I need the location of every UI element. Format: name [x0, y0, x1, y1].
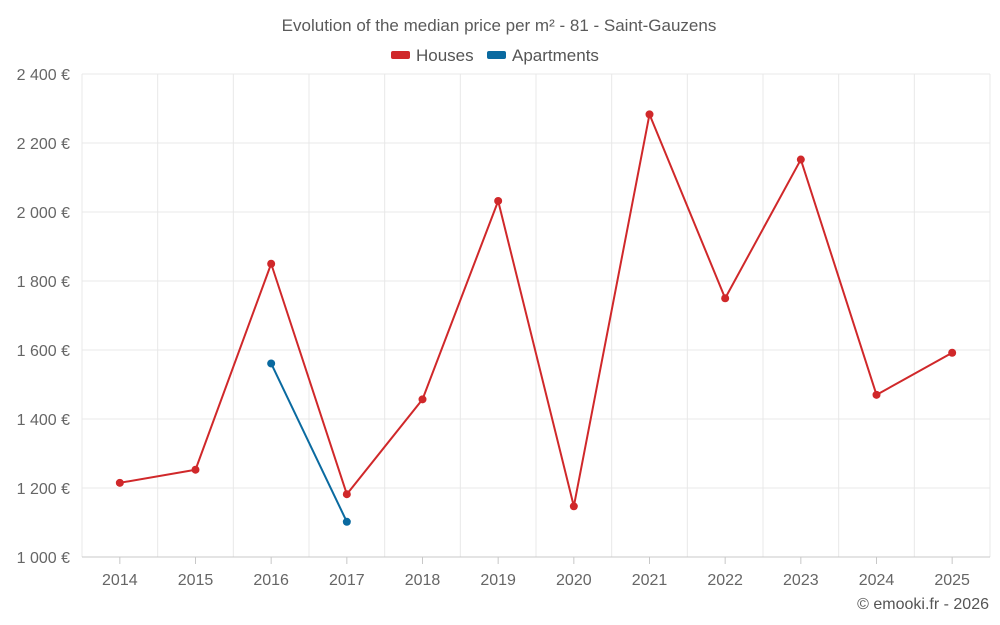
x-tick-label: 2019 — [480, 572, 516, 589]
data-point-houses[interactable] — [267, 259, 276, 268]
series-line-houses — [119, 113, 953, 508]
data-point-houses[interactable] — [721, 294, 730, 303]
x-tick-label: 2017 — [329, 572, 365, 589]
data-point-houses[interactable] — [191, 465, 200, 474]
x-tick-label: 2023 — [783, 572, 819, 589]
data-point-houses[interactable] — [342, 490, 351, 499]
x-axis: 2014 2015 2016 2017 2018 2019 2020 2021 2022 2023… — [82, 556, 990, 589]
x-tick-label: 2018 — [405, 572, 441, 589]
x-tick-label: 2025 — [934, 572, 970, 589]
data-point-houses[interactable] — [796, 155, 805, 164]
x-tick-label: 2022 — [707, 572, 743, 589]
series-houses — [115, 110, 957, 511]
x-tick-label: 2024 — [859, 572, 895, 589]
y-axis: 1 000 € 1 200 € 1 400 € 1 600 € 1 800 € 2 000… — [17, 67, 70, 567]
data-point-houses[interactable] — [872, 390, 881, 399]
data-point-houses[interactable] — [494, 196, 503, 205]
legend-swatch-houses[interactable] — [391, 51, 410, 59]
y-tick-label: 1 000 € — [17, 550, 70, 567]
data-point-houses[interactable] — [948, 348, 957, 357]
x-tick-label: 2016 — [253, 572, 289, 589]
legend: Houses Apartments — [391, 46, 599, 65]
data-point-apartments[interactable] — [267, 359, 276, 368]
y-tick-label: 1 200 € — [17, 481, 70, 498]
y-tick-label: 2 200 € — [17, 136, 70, 153]
data-point-houses[interactable] — [115, 478, 124, 487]
legend-swatch-apartments[interactable] — [487, 51, 506, 59]
data-point-houses[interactable] — [569, 502, 578, 511]
legend-label-apartments[interactable]: Apartments — [512, 46, 599, 65]
y-tick-label: 1 800 € — [17, 274, 70, 291]
y-tick-label: 1 400 € — [17, 412, 70, 429]
credit-text: © emooki.fr - 2026 — [857, 596, 989, 613]
data-point-houses[interactable] — [645, 110, 654, 119]
series-line-apartments — [270, 363, 348, 523]
y-tick-label: 2 400 € — [17, 67, 70, 84]
x-tick-label: 2014 — [102, 572, 138, 589]
series-layer — [115, 110, 957, 526]
gridlines — [81, 73, 991, 557]
data-point-houses[interactable] — [418, 395, 427, 404]
series-apartments — [267, 359, 351, 526]
y-tick-label: 2 000 € — [17, 205, 70, 222]
data-point-apartments[interactable] — [342, 517, 351, 526]
y-tick-label: 1 600 € — [17, 343, 70, 360]
x-tick-label: 2021 — [632, 572, 668, 589]
x-tick-label: 2020 — [556, 572, 592, 589]
x-tick-label: 2015 — [178, 572, 214, 589]
legend-label-houses[interactable]: Houses — [416, 46, 474, 65]
chart-title: Evolution of the median price per m² - 8… — [282, 16, 717, 35]
